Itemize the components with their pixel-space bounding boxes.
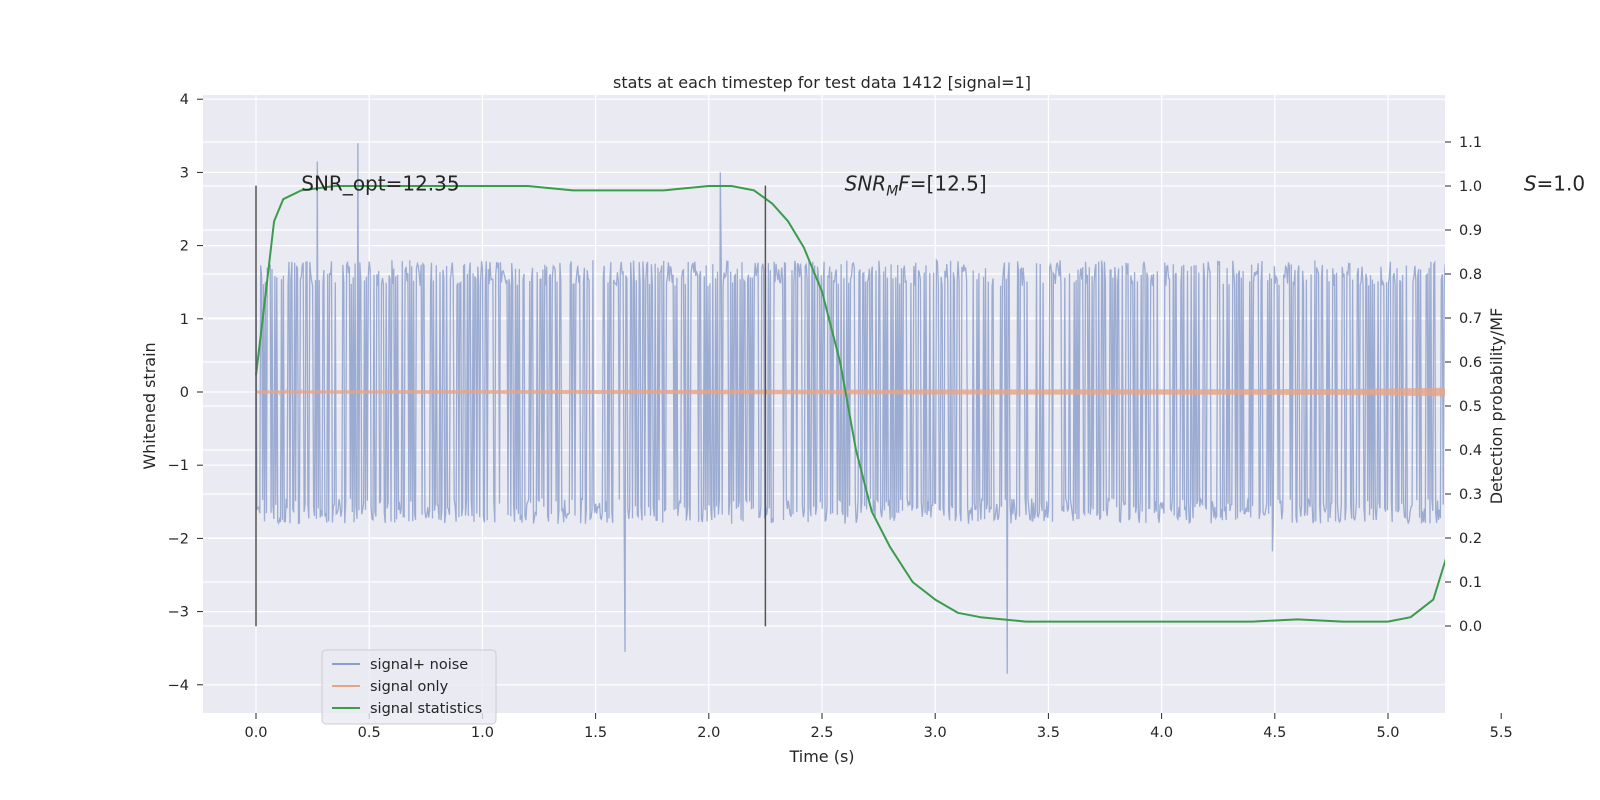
x-tick-label: 4.5 — [1263, 725, 1286, 741]
series-signal-statistics — [255, 185, 1445, 623]
legend-frame — [321, 649, 497, 725]
y2-tick-label: 0.4 — [1459, 443, 1482, 459]
x-tick-label: 0.5 — [358, 725, 381, 741]
annotation-tail: =1.0 — [1537, 171, 1586, 195]
legend-label: signal statistics — [370, 701, 482, 717]
annotation-tail: F — [898, 171, 910, 195]
y-axis-ticks: 4 3 2 1 0 −1 −2 −3 −4 — [168, 92, 203, 694]
y2-tick-label: 0.7 — [1459, 311, 1482, 327]
y-tick-label: −3 — [168, 605, 189, 621]
x-tick-label: 5.5 — [1490, 725, 1513, 741]
y-tick-label: 2 — [180, 239, 189, 255]
x-tick-label: 5.0 — [1376, 725, 1399, 741]
legend: signal+ noise signal only signal statistic… — [321, 649, 497, 725]
y2-tick-label: 0.3 — [1459, 487, 1482, 503]
y2-tick-label: 0.0 — [1459, 619, 1482, 635]
annotation-text: SNR_opt=12.35 — [301, 171, 459, 195]
y-tick-label: 3 — [180, 165, 189, 181]
x-tick-label: 3.5 — [1037, 725, 1060, 741]
y2-tick-label: 0.9 — [1459, 223, 1482, 239]
y2-axis-label: Detection probability/MF — [1487, 308, 1506, 505]
y-tick-label: 0 — [180, 385, 189, 401]
legend-label: signal only — [370, 679, 449, 695]
annotation-1: SNRMF=[12.5] — [845, 171, 987, 199]
x-tick-label: 2.5 — [810, 725, 833, 741]
y2-tick-label: 1.1 — [1459, 135, 1482, 151]
y2-tick-label: 0.6 — [1459, 355, 1482, 371]
x-axis-ticks: 0.00.51.01.52.02.53.03.54.04.55.05.56.06… — [244, 713, 1513, 741]
y-tick-label: −2 — [168, 531, 189, 547]
x-tick-label: 1.5 — [584, 725, 607, 741]
annotation-tail-rest: =[12.5] — [910, 171, 987, 195]
y2-axis-ticks: 1.1 1.0 0.9 0.8 0.7 0.6 0.5 0.4 0.3 0.2 0.1 0.0 — [1445, 135, 1482, 635]
annotation-0: SNR_opt=12.35 — [301, 171, 459, 195]
y2-tick-label: 0.2 — [1459, 531, 1482, 547]
annotation-subscript: M — [886, 183, 898, 199]
x-tick-label: 1.0 — [471, 725, 494, 741]
annotation-text: S — [1524, 171, 1537, 195]
x-tick-label: 0.0 — [244, 725, 267, 741]
y-tick-label: 4 — [180, 92, 189, 108]
x-axis-label: Time (s) — [788, 747, 854, 766]
y2-tick-label: 0.5 — [1459, 399, 1482, 415]
chart-title: stats at each timestep for test data 141… — [613, 73, 1031, 92]
series-signal-plus-noise — [255, 143, 1445, 674]
series-layer — [255, 143, 1445, 674]
y-tick-label: −1 — [168, 458, 189, 474]
legend-label: signal+ noise — [370, 657, 468, 673]
y-axis-label: Whitened strain — [140, 342, 159, 469]
y-tick-label: 1 — [180, 312, 189, 328]
series-signal-only — [255, 387, 1445, 397]
y-tick-label: −4 — [168, 678, 189, 694]
y2-tick-label: 0.1 — [1459, 575, 1482, 591]
annotation-2: S=1.0 — [1524, 171, 1585, 195]
vertical-markers — [255, 185, 767, 627]
annotation-text: SNR — [845, 171, 887, 195]
y2-tick-label: 1.0 — [1459, 179, 1482, 195]
x-tick-label: 3.0 — [924, 725, 947, 741]
x-tick-label: 4.0 — [1150, 725, 1173, 741]
x-tick-label: 2.0 — [697, 725, 720, 741]
y2-tick-label: 0.8 — [1459, 267, 1482, 283]
